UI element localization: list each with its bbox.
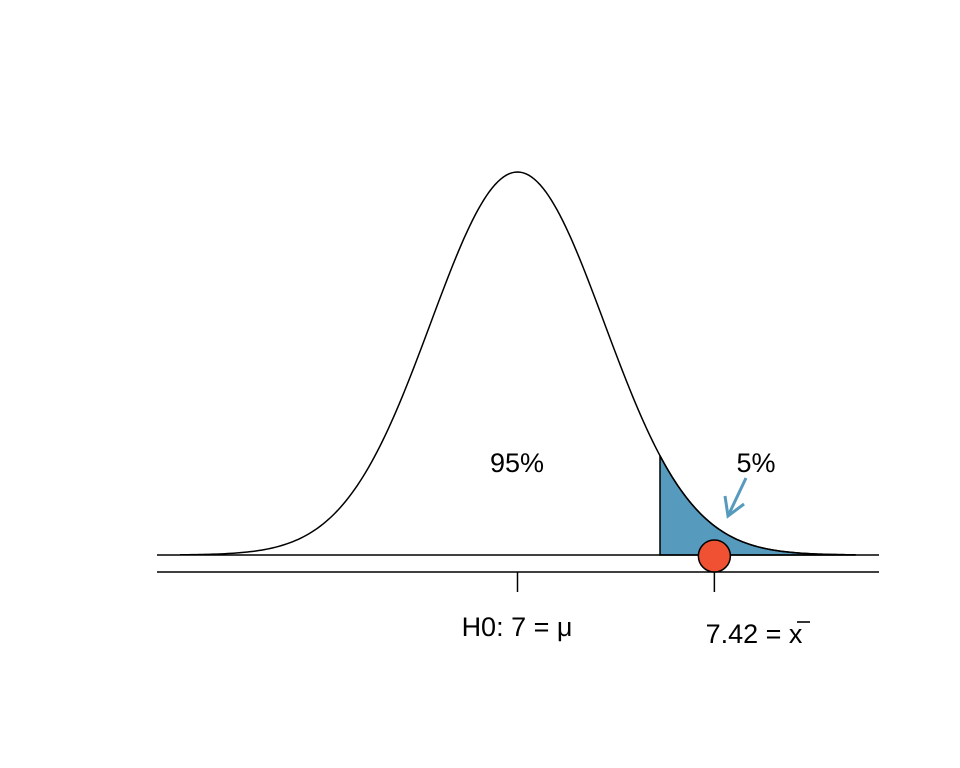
tail-arrow: [723, 477, 748, 519]
center-area-label: 95%: [490, 448, 544, 478]
sample-mean-point: [697, 539, 732, 573]
xbar-symbol: x: [789, 619, 803, 649]
tail-area-label: 5%: [736, 448, 775, 478]
tick-label-xbar: 7.42 = x: [706, 619, 803, 649]
tick-label-mu: H0: 7 = μ: [462, 612, 573, 642]
mu-symbol: μ: [557, 612, 573, 642]
density-curve: [179, 171, 856, 556]
